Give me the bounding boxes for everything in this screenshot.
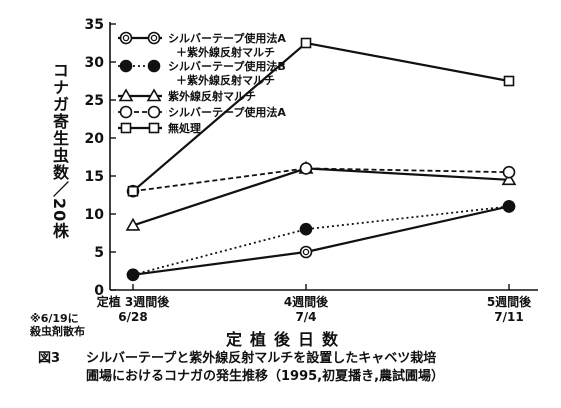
x-date-label: 7/4 bbox=[295, 310, 316, 324]
series-2 bbox=[132, 205, 510, 276]
data-point bbox=[127, 185, 139, 197]
caption-line-1: シルバーテープと紫外線反射マルチを設置したキャベツ栽培 bbox=[86, 351, 437, 366]
data-point bbox=[502, 165, 516, 179]
pesticide-note: ※6/19に 殺虫剤散布 bbox=[30, 312, 85, 338]
data-point bbox=[125, 217, 141, 231]
x-axis-label: 定植後日数 bbox=[226, 330, 347, 349]
data-point bbox=[501, 172, 517, 186]
y-tick-label: 15 bbox=[85, 169, 104, 185]
legend-marker bbox=[119, 105, 133, 119]
y-tick-label: 35 bbox=[85, 17, 104, 33]
legend-marker-inner bbox=[122, 34, 130, 42]
series-4 bbox=[132, 167, 510, 193]
legend-item-5: 無処理 bbox=[118, 121, 201, 135]
series-line bbox=[132, 205, 510, 276]
legend-item-2: シルバーテープ使用法B＋紫外線反射マルチ bbox=[118, 59, 286, 87]
series-line bbox=[132, 167, 510, 227]
legend-label: シルバーテープ使用法A bbox=[168, 31, 286, 45]
legend-label: シルバーテープ使用法A bbox=[168, 105, 286, 119]
x-tick-label: 4週間後 bbox=[284, 294, 329, 309]
caption-line-2: 圃場におけるコナガの発生推移（1995,初夏播き,農試圃場） bbox=[86, 369, 445, 384]
legend-marker bbox=[119, 31, 133, 45]
series-line bbox=[132, 167, 510, 193]
y-tick-label: 0 bbox=[94, 283, 104, 299]
legend-marker bbox=[147, 31, 161, 45]
data-point bbox=[299, 245, 313, 259]
legend-item-4: シルバーテープ使用法A bbox=[118, 105, 286, 119]
series-markers-2 bbox=[126, 200, 516, 282]
x-date-label: 6/28 bbox=[118, 310, 147, 324]
legend-marker bbox=[148, 122, 160, 134]
legend-label: ＋紫外線反射マルチ bbox=[176, 45, 275, 59]
legend-label: シルバーテープ使用法B bbox=[168, 59, 286, 73]
series-line bbox=[132, 205, 510, 276]
legend-label: 紫外線反射マルチ bbox=[168, 89, 256, 103]
note-line-1: ※6/19に bbox=[30, 312, 79, 325]
y-tick-label: 25 bbox=[85, 93, 104, 109]
series-markers-4 bbox=[126, 162, 516, 198]
legend-label: 無処理 bbox=[168, 121, 201, 135]
x-tick-label: 5週間後 bbox=[487, 294, 532, 309]
y-tick-label: 10 bbox=[85, 207, 105, 223]
y-axis-label: コナガ寄生虫数／20株 bbox=[50, 62, 69, 240]
y-tick-label: 30 bbox=[85, 55, 105, 71]
legend-marker bbox=[119, 59, 133, 73]
legend-marker bbox=[146, 88, 162, 102]
data-point bbox=[299, 222, 313, 236]
data-point-inner bbox=[302, 248, 310, 256]
series-3 bbox=[132, 167, 510, 227]
data-point bbox=[126, 268, 140, 282]
note-line-2: 殺虫剤散布 bbox=[30, 325, 85, 338]
series-1 bbox=[132, 205, 510, 276]
caption-number: 図3 bbox=[38, 351, 61, 366]
legend-marker bbox=[147, 59, 161, 73]
x-tick-label: 定植 3週間後 bbox=[97, 294, 171, 309]
x-date-label: 7/11 bbox=[494, 310, 523, 324]
y-tick-label: 20 bbox=[85, 131, 105, 147]
legend-item-3: 紫外線反射マルチ bbox=[118, 88, 256, 103]
legend-marker-inner bbox=[150, 34, 158, 42]
data-point bbox=[503, 75, 515, 87]
data-point bbox=[502, 200, 516, 213]
legend-label: ＋紫外線反射マルチ bbox=[176, 73, 275, 87]
figure-caption: 図3 シルバーテープと紫外線反射マルチを設置したキャベツ栽培 圃場におけるコナガの… bbox=[38, 350, 444, 386]
y-tick-label: 5 bbox=[94, 245, 104, 261]
data-point bbox=[300, 37, 312, 49]
legend-marker bbox=[118, 88, 134, 102]
series-markers-5 bbox=[127, 37, 515, 197]
data-point bbox=[299, 162, 313, 175]
legend-marker bbox=[120, 122, 132, 134]
legend-marker bbox=[147, 105, 161, 119]
legend-item-1: シルバーテープ使用法A＋紫外線反射マルチ bbox=[118, 31, 286, 59]
series-markers-3 bbox=[125, 160, 517, 231]
